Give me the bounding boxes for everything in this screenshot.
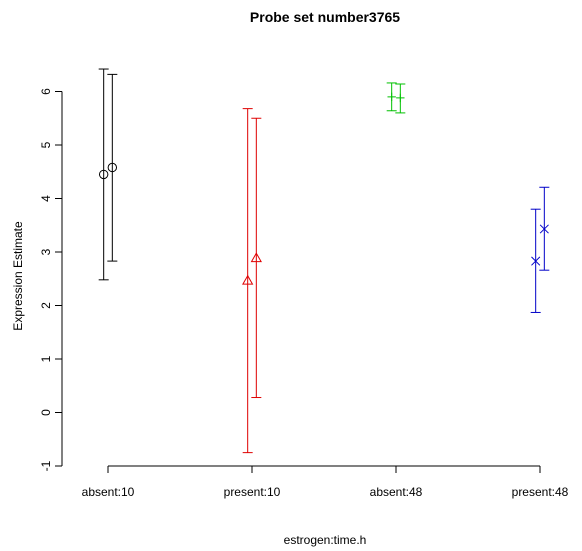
data-point	[531, 256, 541, 266]
data-point	[242, 274, 254, 285]
axes: -1 0 1 2 3 4 5 6 absent:10 present:10 absent:48 pre…	[39, 88, 569, 499]
x-tick-label: present:48	[512, 485, 569, 499]
data-point	[250, 252, 262, 263]
x-tick-label: present:10	[224, 485, 281, 499]
data-point	[107, 162, 118, 173]
chart-marks	[98, 68, 550, 454]
y-tick-label: 2	[39, 302, 53, 309]
x-axis-label: estrogen:time.h	[284, 533, 367, 547]
y-tick-label: 3	[39, 248, 53, 255]
y-tick-label: 6	[39, 88, 53, 95]
chart-title: Probe set number3765	[250, 9, 400, 25]
y-axis-label: Expression Estimate	[11, 221, 25, 331]
y-tick-label: -1	[39, 460, 53, 471]
y-tick-label: 1	[39, 355, 53, 362]
y-tick-label: 4	[39, 195, 53, 202]
x-tick-label: absent:10	[82, 485, 135, 499]
data-point	[396, 93, 405, 103]
y-tick-label: 5	[39, 141, 53, 148]
data-point	[387, 92, 396, 102]
y-tick-label: 0	[39, 409, 53, 416]
x-tick-label: absent:48	[370, 485, 423, 499]
data-point	[98, 169, 109, 180]
data-point	[539, 224, 549, 234]
